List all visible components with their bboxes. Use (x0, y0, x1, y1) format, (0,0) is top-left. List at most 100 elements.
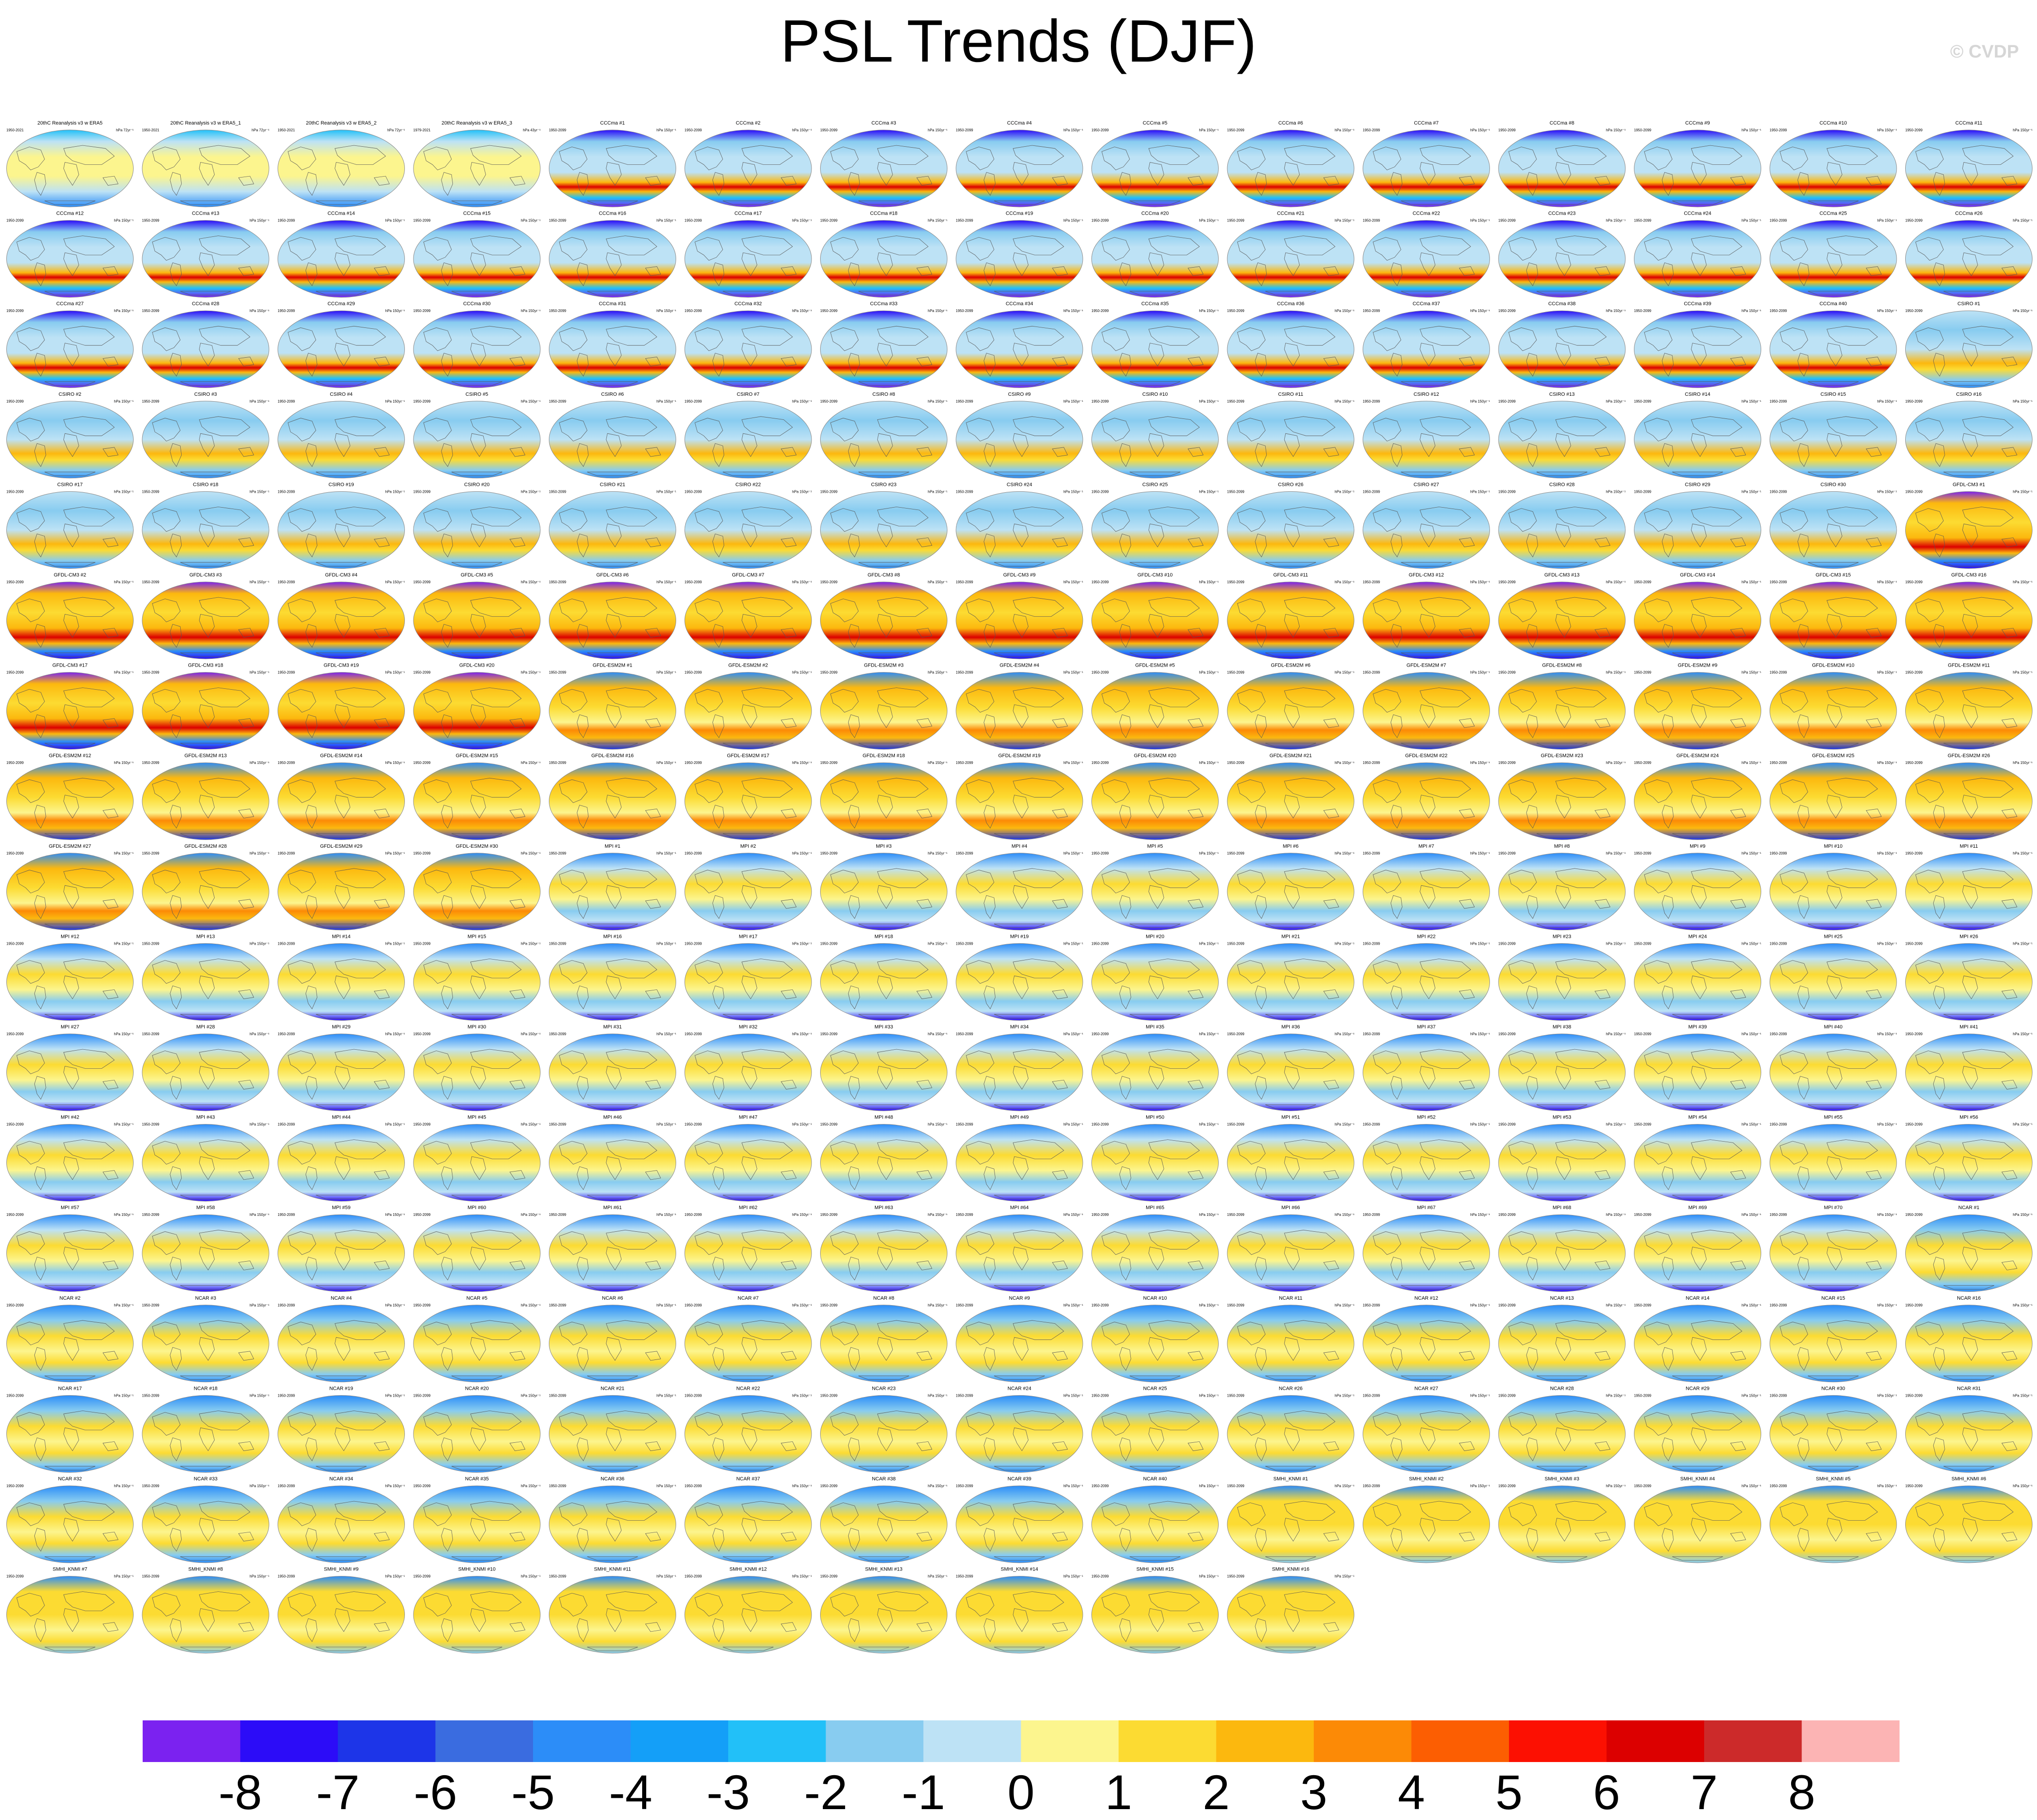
coastline (1962, 235, 2014, 255)
coastline (1119, 1528, 1131, 1552)
coastline (1595, 1351, 1611, 1361)
coastline (374, 447, 390, 457)
coastline (1807, 1375, 1859, 1380)
panel-units: hPa 150yr⁻¹ (1606, 941, 1626, 946)
coastline (1187, 1260, 1204, 1271)
panel-years: 1950-2099 (1091, 761, 1109, 765)
panel-units: hPa 150yr⁻¹ (114, 851, 134, 855)
coastline (1265, 1195, 1316, 1199)
coastline (1390, 1347, 1403, 1371)
coastline (451, 1375, 503, 1380)
coastline (1419, 868, 1471, 888)
coastline (334, 145, 386, 165)
coastline (441, 624, 453, 648)
coastline (1284, 1427, 1300, 1451)
panel-title: CCCma #39 (1684, 301, 1711, 307)
map-border (1769, 672, 1897, 750)
trend-field (6, 311, 134, 388)
coastline (1013, 326, 1064, 346)
panel-title: CCCma #34 (1006, 301, 1033, 307)
coastline (781, 989, 797, 999)
panel-years: 1950-2099 (685, 1123, 702, 1127)
panel-title: CCCma #24 (1684, 211, 1711, 216)
trend-field (1499, 943, 1625, 1021)
coastline (848, 714, 860, 738)
panel-years: 1950-2099 (142, 1032, 160, 1036)
coastline (288, 1141, 316, 1165)
coastline (1526, 1437, 1538, 1461)
coastline (199, 868, 250, 888)
trend-field (1091, 491, 1219, 569)
coastline (509, 1080, 526, 1090)
coastline (916, 356, 932, 367)
coastline (2001, 1532, 2018, 1541)
map-border (684, 672, 812, 750)
coastline (102, 718, 119, 728)
coastline (559, 1502, 587, 1526)
coastline (605, 687, 658, 707)
coastline (335, 1247, 351, 1271)
trend-field (685, 311, 812, 388)
trend-field (1770, 763, 1897, 840)
coastline (288, 1050, 316, 1074)
coastline (1013, 1247, 1029, 1271)
panel-units: hPa 150yr⁻¹ (657, 1484, 677, 1488)
coastline (102, 1532, 119, 1541)
coastline (63, 885, 79, 909)
coastline (858, 1375, 909, 1380)
map-border (1769, 130, 1897, 207)
coastline (1866, 1532, 1882, 1541)
map-border (820, 310, 947, 388)
coastline (63, 326, 115, 346)
trend-field (820, 311, 947, 388)
coastline (16, 508, 45, 532)
coastline (741, 1337, 758, 1361)
coastline (1187, 989, 1204, 999)
coastline (180, 562, 231, 567)
coastline (1962, 343, 1978, 367)
coastline (1826, 1247, 1843, 1271)
coastline (1013, 235, 1064, 255)
map-border (413, 491, 541, 569)
panel-units: hPa 150yr⁻¹ (2013, 1484, 2033, 1488)
coastline (2001, 266, 2018, 276)
coastline (2001, 1080, 2018, 1090)
panel-units: hPa 150yr⁻¹ (114, 1213, 134, 1217)
coastline (606, 1247, 622, 1271)
map-border (1769, 581, 1897, 659)
coastline (1536, 1104, 1588, 1109)
coastline (1284, 687, 1336, 707)
map-border (1363, 491, 1490, 569)
coastline (441, 262, 453, 286)
panel-title: GFDL-ESM2M #19 (998, 753, 1041, 759)
coastline (1284, 704, 1300, 728)
coastline (1101, 1502, 1130, 1526)
trend-field (820, 130, 947, 207)
coastline (199, 1066, 215, 1090)
coastline (1390, 1076, 1403, 1100)
panel-title: NCAR #23 (872, 1386, 896, 1391)
coastline (1129, 471, 1181, 476)
coastline (1101, 1231, 1130, 1255)
coastline (1691, 597, 1743, 617)
panel-years: 1950-2099 (1634, 1032, 1652, 1036)
map-border (956, 1576, 1083, 1654)
coastline (63, 1247, 79, 1271)
coastline (316, 1285, 367, 1290)
panel-years: 1950-2099 (413, 671, 431, 675)
trend-field (685, 943, 812, 1021)
coastline (741, 1156, 758, 1180)
panel-units: hPa 150yr⁻¹ (250, 1484, 269, 1488)
panel-units: hPa 150yr⁻¹ (1470, 1213, 1490, 1217)
panel-years: 1950-2099 (1363, 1032, 1380, 1036)
coastline (1401, 471, 1452, 476)
